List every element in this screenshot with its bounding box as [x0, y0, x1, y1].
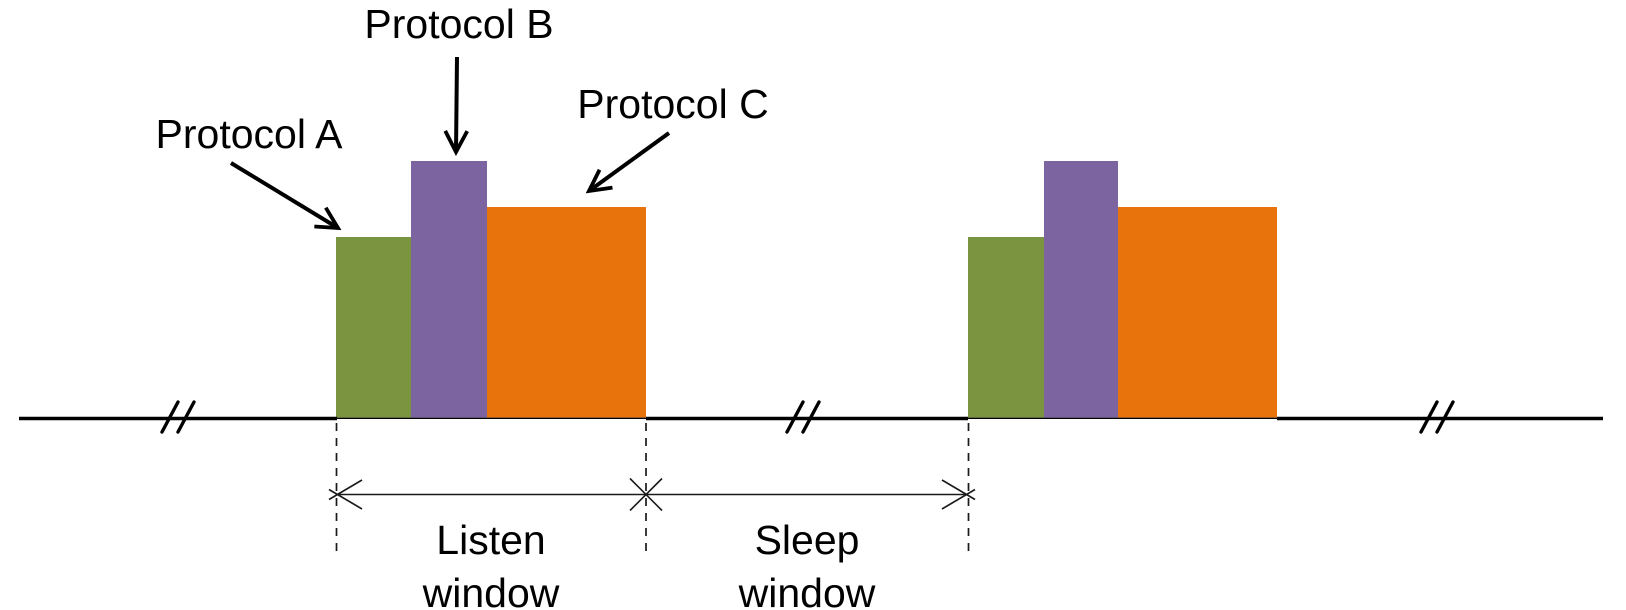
- protocol-a-label: Protocol A: [156, 111, 344, 157]
- sleep-window-label-line1: Sleep: [755, 517, 860, 563]
- dashed-guides: [335, 423, 970, 556]
- listen-window-label-line2: window: [422, 570, 560, 610]
- bar-protocol-a-cycle2: [968, 237, 1044, 418]
- listen-window-label-line1: Listen: [436, 517, 545, 563]
- bar-group-cycle-1: [336, 161, 646, 418]
- bar-protocol-c-cycle1: [487, 207, 646, 418]
- callout-arrows: [229, 56, 671, 228]
- bar-protocol-a-cycle1: [336, 237, 411, 418]
- sleep-window-label: Sleep window: [738, 517, 876, 610]
- arrowhead-right-icon: [941, 479, 976, 510]
- protocol-c-label: Protocol C: [577, 81, 768, 127]
- protocol-c-arrow-icon: [589, 131, 671, 191]
- bar-protocol-b-cycle2: [1044, 161, 1118, 418]
- protocol-b-label: Protocol B: [364, 1, 553, 47]
- timeline-break-left-icon: [160, 400, 196, 434]
- arrowhead-left-icon: [328, 479, 363, 510]
- protocol-b-arrow-icon: [456, 56, 457, 152]
- sleep-window-label-line2: window: [738, 570, 876, 610]
- timeline-break-right-icon: [1419, 400, 1455, 434]
- timeline-break-middle-icon: [785, 400, 821, 434]
- bar-protocol-b-cycle1: [411, 161, 487, 418]
- listen-window-label: Listen window: [422, 517, 560, 610]
- bar-group-cycle-2: [968, 161, 1277, 418]
- timeline-axis: [19, 400, 1603, 434]
- arrowhead-middle-cross-icon: [629, 477, 663, 512]
- window-measurement-arrows: [328, 477, 976, 512]
- protocol-a-arrow-icon: [229, 161, 338, 228]
- bar-protocol-c-cycle2: [1118, 207, 1277, 418]
